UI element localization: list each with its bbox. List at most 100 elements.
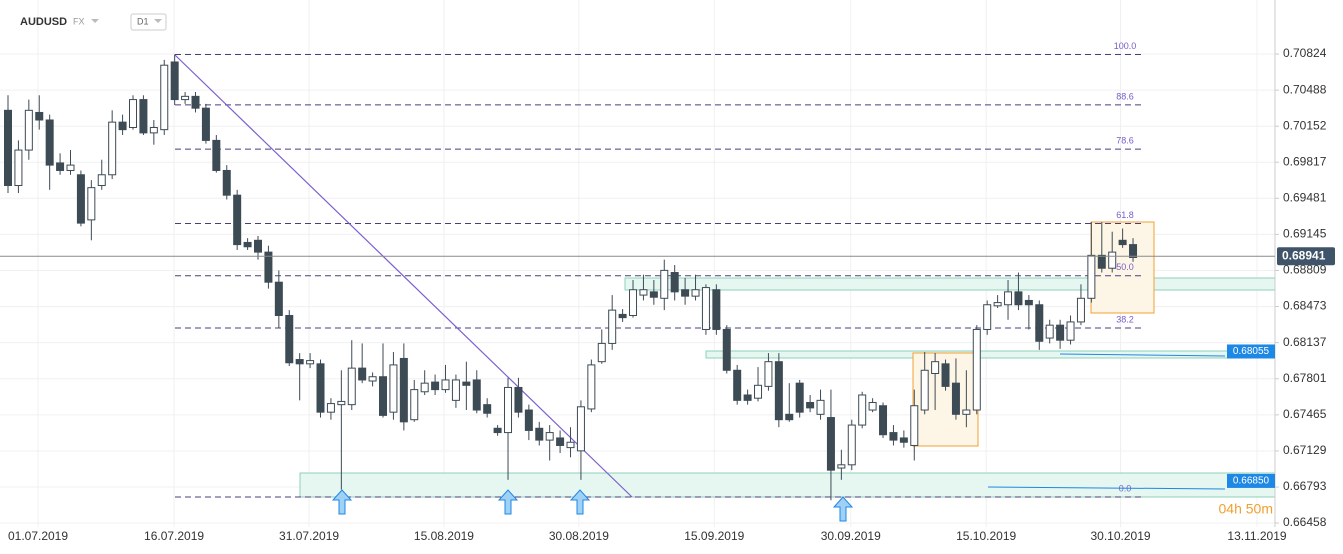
trend-line [174,54,633,498]
candle-body [201,107,210,141]
candle-body [858,394,867,426]
candle-body [295,359,304,365]
x-tick-label: 01.07.2019 [8,529,68,543]
candle-body [451,379,460,401]
candle-body [806,402,815,409]
dropdown-icon[interactable] [154,19,162,23]
candle-body [285,314,294,364]
candle-body [712,289,721,330]
candle-body [233,194,242,246]
candle-body [920,369,929,411]
candle-body [1004,291,1013,306]
fib-label: 88.6 [1116,91,1134,101]
candle-body [4,109,12,187]
candle-body [97,174,106,187]
candle-body [764,361,773,387]
candle-body [264,251,273,283]
candle-body [420,382,429,393]
candle-body [1056,324,1065,341]
x-tick-label: 13.11.2019 [1227,529,1286,543]
candle-body [87,187,96,221]
candle-body [118,121,127,131]
candle-body [483,404,492,414]
candle-body [962,409,971,415]
candle-body [379,376,388,416]
candle-body [410,389,419,421]
candle-body [868,402,877,411]
candle-body [649,291,658,298]
arrows [331,489,854,522]
y-tick-label: 0.70152 [1283,118,1327,132]
candle-body [493,427,502,434]
candle-body [1097,254,1106,269]
resistance-zone [624,277,1276,291]
candle-body [701,287,710,330]
candle-body [170,61,179,101]
candle-body [514,386,523,413]
candle-body [587,364,596,410]
y-tick-label: 0.69145 [1283,227,1327,241]
candle-body [45,119,54,166]
y-tick-label: 0.69481 [1283,190,1327,204]
symbol[interactable]: AUDUSD [20,16,67,28]
arrow [497,489,519,515]
candle-body [941,363,950,387]
x-tick-label: 15.08.2019 [414,529,474,543]
candle-body [1066,321,1075,341]
candle-body [243,241,252,248]
fib-label: 50.0 [1116,262,1134,272]
x-tick-label: 16.07.2019 [144,529,204,543]
candle-body [254,239,263,253]
candle-body [535,427,544,441]
countdown: 04h 50m [1219,501,1273,517]
candle-body [639,289,648,296]
y-tick-label: 0.68809 [1283,263,1327,277]
candle-body [681,289,690,297]
grid [0,0,1275,527]
candle-body [670,272,679,293]
y-tick-label: 0.69817 [1283,154,1327,168]
arrow [569,489,591,515]
candle-body [785,413,794,421]
candle-body [660,269,669,299]
candle-body [504,386,513,434]
dropdown-icon[interactable] [91,19,99,23]
axes: 0.70824 0.70488 0.70152 0.69817 0.69481 0.691… [0,46,1335,543]
trend-line [1059,353,1226,357]
candle-body [306,360,315,365]
timeframe[interactable]: D1 [137,16,149,26]
candle-body [889,432,898,441]
trend-line [987,486,1226,490]
support-zone [705,350,1276,359]
candles [4,54,1138,501]
candle-body [191,95,200,109]
price-label-box [1227,473,1275,488]
candle-body [274,281,283,316]
candle-body [399,357,408,423]
candle-body [181,95,190,101]
candle-body [774,361,783,421]
candle-body [1024,299,1033,306]
candle-body [618,313,627,319]
candle-body [368,376,377,382]
timeframe-button[interactable] [130,13,167,31]
x-tick-label: 15.10.2019 [956,529,1016,543]
fib-label: 61.8 [1116,210,1134,220]
candle-body [337,400,346,406]
candle-body [879,405,888,436]
candle-body [462,381,471,386]
candle-body [1129,244,1138,258]
candle-body [1076,297,1085,323]
price-label: 0.68055 [1233,346,1270,357]
candle-body [56,162,65,171]
y-tick-label: 0.68137 [1283,335,1327,349]
candle-body [108,121,117,176]
y-tick-label: 0.66458 [1283,515,1327,529]
market: FX [73,16,85,26]
y-tick-label: 0.67129 [1283,443,1327,457]
candle-body [847,424,856,466]
candle-body [212,139,221,171]
candle-body [347,367,356,406]
candle-body [1108,251,1117,269]
